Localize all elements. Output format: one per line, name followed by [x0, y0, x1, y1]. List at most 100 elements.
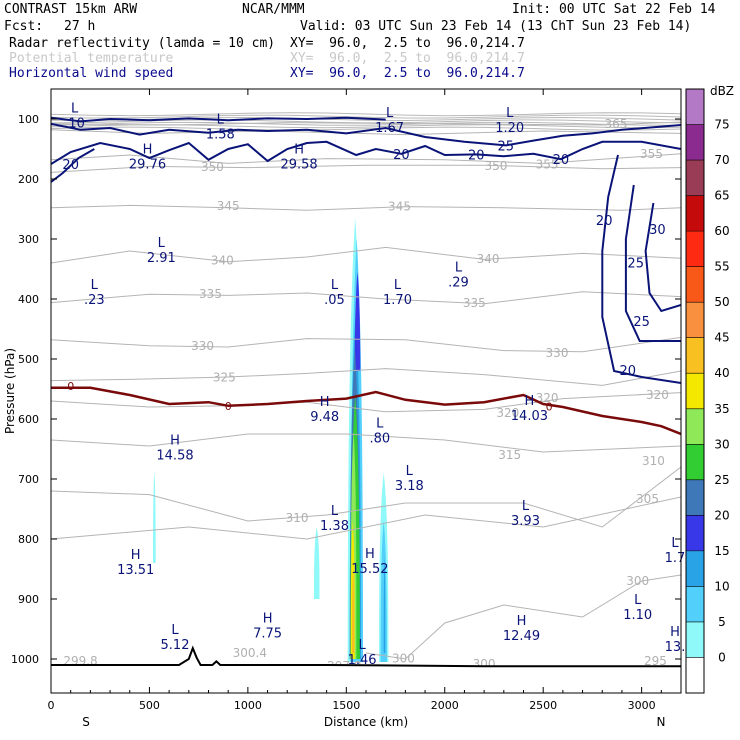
cell-525-5dbz	[153, 471, 156, 563]
theta-label: 365	[605, 117, 628, 131]
init-time: Init: 00 UTC Sat 22 Feb 14	[512, 2, 716, 17]
colorbar-swatch	[686, 266, 704, 303]
y-tick-label: 800	[18, 533, 39, 546]
plot-frame	[50, 88, 682, 694]
colorbar-swatch	[686, 373, 704, 409]
extremum-type: L	[406, 464, 414, 479]
extremum-type: H	[131, 548, 141, 563]
extremum-type: L	[522, 499, 530, 514]
theta-label: 300	[392, 651, 415, 665]
theta-label: 340	[211, 254, 234, 268]
colorbar-tick-label: 75	[714, 118, 729, 132]
cell-1355-5dbz	[314, 527, 320, 599]
theta-350	[51, 164, 681, 173]
wind-label: 25	[633, 315, 650, 330]
theta-label: 325	[213, 371, 236, 385]
colorbar-swatch	[686, 621, 704, 658]
theta-label: 335	[463, 296, 486, 310]
extremum-value: 9.48	[310, 410, 339, 425]
colorbar-tick-label: 10	[714, 579, 729, 593]
extremum-value: 3.93	[511, 514, 540, 529]
colorbar-tick-label: 0	[718, 650, 726, 664]
colorbar-swatch	[686, 160, 704, 196]
extremum-type: L	[506, 106, 514, 121]
y-tick-label: 900	[18, 593, 39, 606]
extremum-type: L	[91, 278, 99, 293]
field-3-name: Horizontal wind speed	[9, 66, 174, 81]
wind-label: 20	[620, 364, 637, 379]
extremum-type: L	[386, 106, 394, 121]
colorbar-swatch	[686, 586, 704, 622]
theta-stratosphere-6	[51, 126, 681, 131]
wind-label: 20	[62, 158, 79, 173]
field-3-xy: XY= 96.0, 2.5 to 96.0,214.7	[290, 66, 525, 81]
extremum-type: H	[670, 625, 680, 640]
colorbar-swatch	[686, 515, 704, 551]
colorbar-tick-label: 55	[714, 260, 729, 274]
theta-335	[51, 291, 681, 305]
theta-label: 350	[201, 160, 224, 174]
wind-label: 25	[627, 256, 644, 271]
colorbar-swatch	[686, 479, 704, 516]
extremum-type: L	[217, 112, 225, 127]
wind-25-east-curl	[624, 184, 681, 342]
colorbar-tick-label: 65	[714, 189, 729, 203]
extremum-type: H	[170, 433, 180, 448]
theta-label: 305	[636, 492, 659, 506]
extremum-type: L	[71, 102, 79, 117]
wind-30-left	[51, 116, 386, 123]
fcst-label: Fcst:	[4, 19, 44, 34]
extremum-value: 1.38	[320, 519, 349, 534]
theta-315	[51, 433, 681, 453]
theta-310	[51, 466, 681, 528]
y-tick-label: 700	[18, 473, 39, 486]
x-tick-label: 1500	[332, 699, 360, 712]
theta-label: 320	[536, 391, 559, 405]
extremum-value: 1.70	[383, 293, 412, 308]
y-tick-label: 1000	[11, 653, 39, 666]
colorbar-tick-label: 25	[714, 473, 729, 487]
theta-label: 315	[498, 448, 521, 462]
extremum-value: 7.75	[253, 627, 282, 642]
theta-label: 320	[496, 406, 519, 420]
y-tick-label: 600	[18, 413, 39, 426]
fcst-value: 27 h	[64, 19, 96, 34]
field-2-xy: XY= 96.0, 2.5 to 96.0,214.7	[290, 51, 525, 66]
wind-20-east-curl	[601, 154, 681, 384]
wind-20-west	[51, 140, 681, 165]
field-1-name: Radar reflectivity (lamda = 10 cm)	[9, 36, 276, 51]
colorbar-swatch	[686, 550, 704, 587]
extremum-value: 1.58	[206, 127, 235, 142]
theta-label: 340	[477, 252, 500, 266]
extremum-type: L	[358, 638, 366, 653]
extremum-value: 12.49	[503, 629, 540, 644]
terrain-line	[51, 645, 681, 668]
freezing-level-label: 0	[225, 400, 232, 413]
theta-stratosphere-5	[51, 124, 681, 129]
extremum-type: L	[394, 278, 402, 293]
extremum-value: 14.58	[156, 448, 193, 463]
extremum-value: 3.18	[395, 479, 424, 494]
colorbar-swatch	[686, 231, 704, 267]
colorbar-swatch	[686, 195, 704, 232]
extremum-value: 5.12	[161, 638, 190, 653]
model-title: CONTRAST 15km ARW	[4, 2, 138, 17]
theta-label: 335	[199, 287, 222, 301]
theta-330	[51, 336, 681, 353]
extrema-labels-layer: L.10 L1.58L1.67L1.20H29.76H29.58L2.91L.23…	[64, 102, 685, 668]
extremum-value: 1.20	[495, 121, 524, 136]
extremum-type: H	[517, 614, 527, 629]
theta-stratosphere-4	[51, 121, 681, 126]
wind-20-west-dip	[51, 148, 95, 183]
freezing-level-label: 0	[546, 400, 553, 413]
wind-label: 20	[468, 148, 485, 163]
theta-label: 300	[626, 574, 649, 588]
extremum-type: H	[294, 142, 304, 157]
colorbar-tick-label: 20	[714, 508, 729, 522]
x-tick-label: 2500	[529, 699, 557, 712]
colorbar-tick-label: 15	[714, 544, 729, 558]
colorbar-unit: dBZ	[710, 84, 734, 98]
x-tick-label: 1000	[234, 699, 262, 712]
extremum-value: 13.51	[117, 563, 154, 578]
colorbar-frame	[685, 88, 705, 694]
